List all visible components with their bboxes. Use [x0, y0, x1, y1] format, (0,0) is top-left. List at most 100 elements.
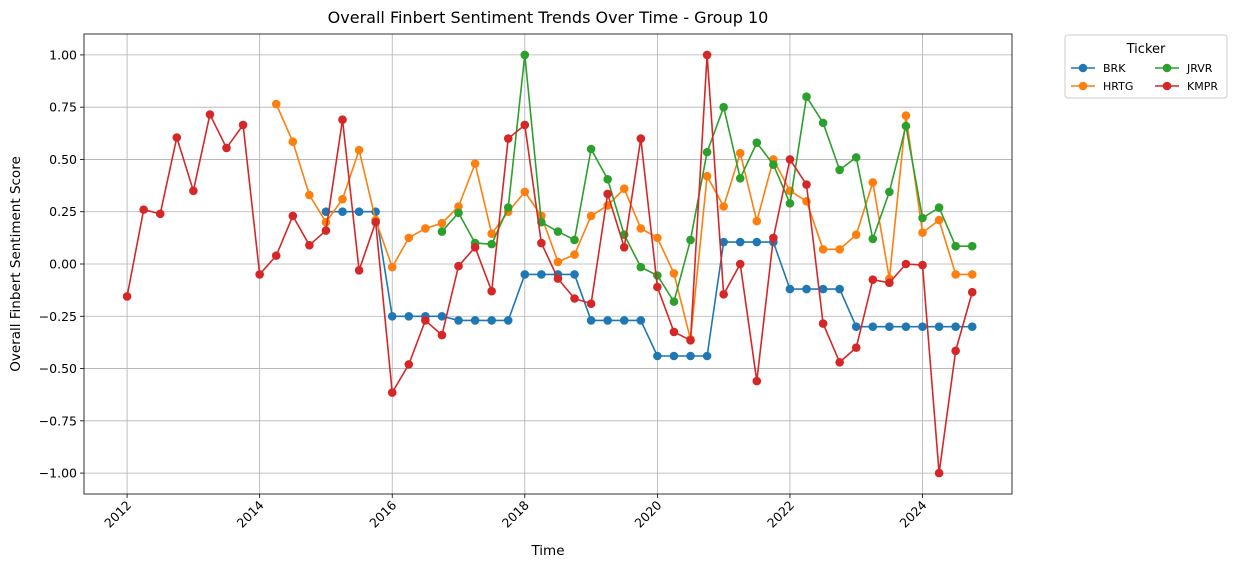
data-point	[503, 316, 513, 325]
data-point	[934, 322, 944, 332]
data-point	[321, 226, 331, 235]
data-point	[901, 259, 911, 269]
data-point	[967, 241, 977, 251]
data-point	[636, 316, 646, 325]
series-jrvr	[437, 50, 977, 306]
data-point	[288, 211, 298, 221]
data-point	[454, 208, 463, 218]
y-tick-label: 0.25	[49, 204, 77, 219]
data-point	[271, 251, 281, 260]
data-point	[818, 284, 828, 294]
data-point	[255, 270, 264, 279]
data-point	[835, 245, 844, 254]
data-point	[686, 351, 695, 361]
y-tick-label: 1.00	[49, 47, 77, 62]
data-point	[653, 351, 662, 361]
data-point	[586, 144, 596, 154]
data-point	[735, 148, 745, 158]
data-point	[636, 134, 646, 143]
data-point	[437, 227, 447, 236]
data-point	[454, 261, 463, 271]
data-point	[686, 336, 695, 345]
data-point	[702, 351, 712, 361]
data-point	[636, 224, 646, 233]
data-point	[818, 245, 828, 254]
data-point	[189, 186, 198, 196]
data-point	[238, 120, 248, 130]
data-point	[305, 190, 314, 200]
data-point	[503, 134, 513, 143]
legend-label: BRK	[1103, 62, 1126, 75]
data-point	[719, 202, 728, 211]
data-point	[520, 50, 530, 60]
data-point	[305, 240, 314, 250]
data-point	[172, 133, 182, 142]
data-point	[437, 311, 447, 321]
data-point	[735, 237, 745, 247]
data-point	[901, 111, 911, 120]
data-point	[619, 242, 629, 252]
legend-title: Ticker	[1126, 42, 1166, 57]
series-brk	[321, 207, 977, 361]
y-tick-label: −0.50	[39, 361, 77, 376]
data-point	[686, 235, 695, 245]
data-point	[818, 319, 828, 328]
data-point	[487, 316, 496, 325]
legend-box	[1064, 34, 1228, 99]
data-point	[586, 316, 596, 325]
x-axis-title: Time	[530, 543, 564, 559]
data-point	[437, 218, 447, 228]
data-point	[901, 322, 911, 332]
data-point	[702, 50, 712, 60]
data-point	[951, 241, 960, 251]
data-point	[487, 286, 496, 296]
data-point	[752, 376, 762, 386]
data-point	[354, 207, 364, 217]
data-point	[752, 237, 762, 247]
data-point	[802, 284, 811, 294]
data-point	[735, 259, 745, 269]
legend-marker	[1078, 81, 1088, 91]
data-point	[868, 234, 878, 244]
legend-item-hrtg: HRTG	[1071, 80, 1133, 93]
legend-marker	[1078, 63, 1088, 73]
data-point	[421, 316, 430, 325]
data-point	[503, 203, 513, 212]
data-point	[288, 137, 298, 146]
data-point	[155, 209, 165, 219]
data-point	[619, 184, 629, 194]
data-point	[139, 205, 148, 214]
data-point	[520, 270, 530, 279]
data-point	[586, 299, 596, 309]
data-point	[851, 343, 861, 352]
data-point	[934, 468, 944, 478]
data-point	[669, 351, 679, 361]
series-kmpr	[122, 50, 977, 478]
data-point	[603, 189, 612, 199]
data-point	[537, 270, 546, 279]
series-line	[126, 54, 973, 474]
data-point	[868, 178, 878, 187]
data-point	[951, 346, 960, 356]
y-tick-label: 0.50	[49, 152, 77, 167]
data-point	[934, 215, 944, 225]
data-point	[967, 270, 977, 279]
data-point	[885, 187, 894, 197]
legend: Ticker BRK HRTG JRVR KMPR	[1064, 34, 1228, 99]
data-point	[735, 173, 745, 183]
data-point	[537, 238, 546, 248]
data-point	[470, 316, 480, 325]
data-point	[802, 180, 811, 189]
data-point	[387, 311, 397, 321]
data-point	[918, 228, 927, 237]
y-axis-title: Overall Finbert Sentiment Score	[8, 156, 24, 372]
data-point	[885, 278, 894, 288]
data-point	[669, 297, 679, 306]
y-tick-label: −0.75	[39, 413, 77, 428]
data-point	[835, 165, 844, 175]
data-point	[653, 233, 662, 243]
y-tick-label: −1.00	[39, 466, 77, 481]
chart-title: Overall Finbert Sentiment Trends Over Ti…	[328, 8, 769, 27]
data-point	[338, 194, 347, 204]
